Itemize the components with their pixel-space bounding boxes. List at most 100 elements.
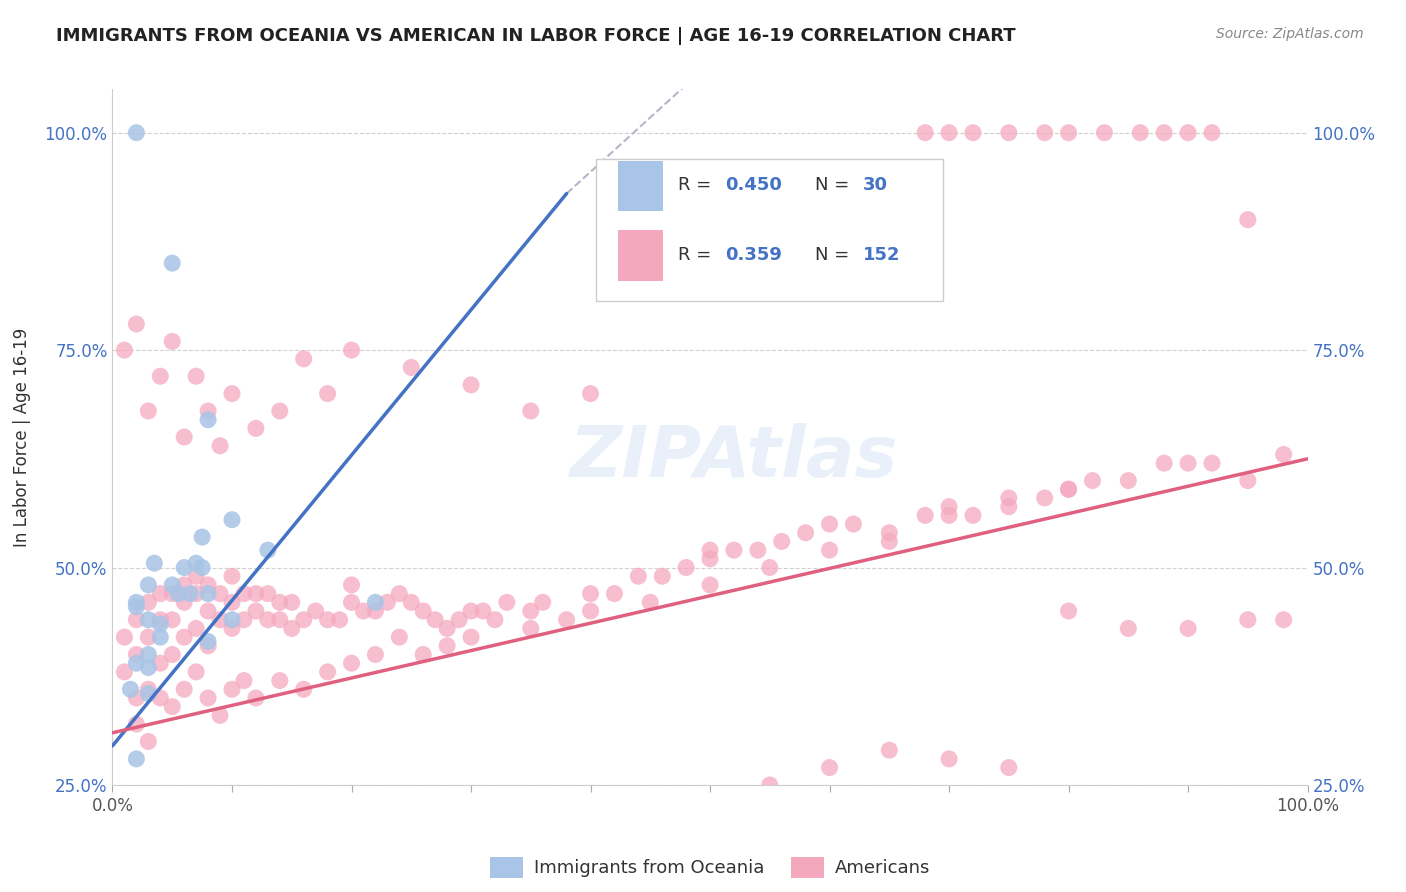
Point	[149, 613, 172, 627]
Point	[209, 708, 232, 723]
Point	[186, 369, 208, 384]
Point	[818, 543, 841, 558]
Point	[340, 595, 363, 609]
Point	[292, 682, 315, 697]
Text: 30: 30	[863, 177, 889, 194]
Point	[149, 630, 172, 644]
Point	[520, 404, 543, 418]
Point	[938, 752, 960, 766]
Point	[1272, 448, 1295, 462]
Point	[114, 665, 135, 679]
Point	[1033, 491, 1056, 505]
Point	[186, 569, 208, 583]
Point	[675, 560, 697, 574]
Point	[472, 604, 495, 618]
Point	[1057, 482, 1080, 496]
Point	[167, 587, 190, 601]
Point	[651, 569, 673, 583]
Point	[770, 534, 793, 549]
Point	[125, 595, 148, 609]
Point	[818, 516, 841, 531]
Point	[794, 525, 817, 540]
Point	[292, 351, 315, 366]
Text: IMMIGRANTS FROM OCEANIA VS AMERICAN IN LABOR FORCE | AGE 16-19 CORRELATION CHART: IMMIGRANTS FROM OCEANIA VS AMERICAN IN L…	[56, 27, 1017, 45]
Text: Source: ZipAtlas.com: Source: ZipAtlas.com	[1216, 27, 1364, 41]
Point	[233, 613, 256, 627]
Point	[914, 126, 936, 140]
Y-axis label: In Labor Force | Age 16-19: In Labor Force | Age 16-19	[13, 327, 31, 547]
Point	[186, 621, 208, 635]
Point	[340, 657, 363, 671]
Point	[401, 360, 423, 375]
Point	[520, 621, 543, 635]
Point	[149, 690, 172, 705]
Point	[197, 690, 219, 705]
Point	[759, 560, 782, 574]
Point	[149, 657, 172, 671]
Point	[179, 587, 201, 601]
Point	[221, 513, 243, 527]
Point	[412, 604, 434, 618]
Point	[1153, 456, 1175, 470]
Point	[245, 604, 267, 618]
Point	[149, 587, 172, 601]
Text: N =: N =	[815, 177, 855, 194]
Point	[914, 508, 936, 523]
Point	[460, 630, 482, 644]
Point	[364, 648, 387, 662]
Point	[257, 613, 280, 627]
Point	[842, 516, 865, 531]
Point	[531, 595, 554, 609]
Point	[1129, 126, 1152, 140]
Point	[114, 630, 135, 644]
Point	[257, 543, 280, 558]
Point	[962, 126, 984, 140]
Point	[221, 595, 243, 609]
Point	[125, 717, 148, 731]
Point	[281, 621, 304, 635]
Point	[138, 687, 160, 701]
Point	[209, 439, 232, 453]
Point	[245, 690, 267, 705]
Point	[1237, 613, 1260, 627]
Point	[125, 126, 148, 140]
Text: 0.450: 0.450	[725, 177, 783, 194]
Point	[269, 673, 291, 688]
Point	[191, 560, 214, 574]
Point	[496, 595, 519, 609]
Point	[162, 587, 183, 601]
Point	[138, 578, 160, 592]
Point	[377, 595, 399, 609]
Point	[138, 595, 160, 609]
Point	[233, 587, 256, 601]
Point	[1057, 126, 1080, 140]
Point	[1237, 474, 1260, 488]
Point	[998, 500, 1021, 514]
Point	[162, 578, 183, 592]
Point	[138, 660, 160, 674]
Point	[162, 613, 183, 627]
Point	[436, 639, 458, 653]
Point	[221, 613, 243, 627]
Point	[401, 595, 423, 609]
Point	[186, 556, 208, 570]
Text: R =: R =	[678, 177, 717, 194]
Point	[699, 543, 721, 558]
Point	[364, 595, 387, 609]
Point	[162, 256, 183, 270]
Point	[221, 621, 243, 635]
Point	[747, 543, 769, 558]
Point	[138, 630, 160, 644]
Point	[879, 525, 901, 540]
Point	[191, 530, 214, 544]
Legend: Immigrants from Oceania, Americans: Immigrants from Oceania, Americans	[484, 850, 936, 885]
Point	[1177, 456, 1199, 470]
Point	[1057, 482, 1080, 496]
Point	[555, 613, 578, 627]
Point	[879, 743, 901, 757]
Point	[209, 587, 232, 601]
Point	[579, 604, 602, 618]
Point	[340, 578, 363, 592]
Point	[245, 587, 267, 601]
Point	[316, 386, 339, 401]
